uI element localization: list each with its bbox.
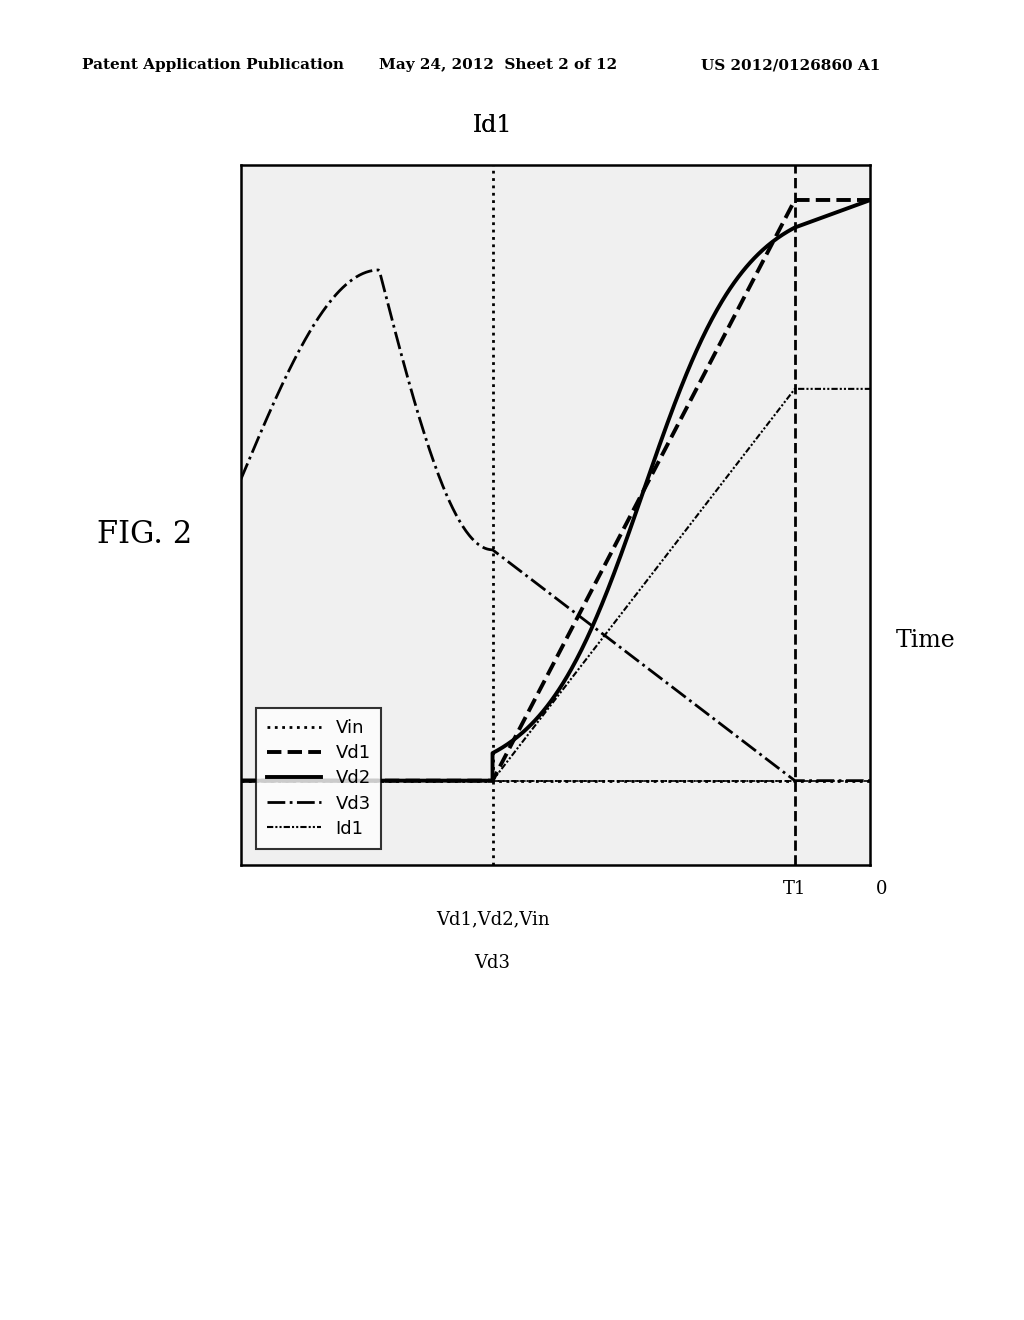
- Id1: [764, 413, 776, 429]
- Text: Id1: Id1: [473, 114, 512, 137]
- Text: May 24, 2012  Sheet 2 of 12: May 24, 2012 Sheet 2 of 12: [379, 58, 617, 73]
- Vd3: [374, 263, 386, 279]
- Vd1: [717, 329, 729, 345]
- Text: Patent Application Publication: Patent Application Publication: [82, 58, 344, 73]
- Id1: [566, 669, 579, 685]
- Id1: [234, 772, 247, 788]
- Vd2: [864, 191, 877, 207]
- Vd3: [396, 352, 409, 368]
- Id1: [660, 548, 673, 564]
- Id1: [761, 417, 773, 433]
- Vd2: [618, 536, 631, 552]
- Id1: [755, 425, 767, 441]
- Vd3: [234, 471, 247, 487]
- Line: Vd1: Vd1: [241, 199, 870, 780]
- Text: 0: 0: [876, 880, 887, 899]
- Text: FIG. 2: FIG. 2: [97, 519, 193, 550]
- Vd2: [234, 772, 247, 788]
- Vd1: [234, 772, 247, 788]
- Text: Time: Time: [896, 630, 955, 652]
- Vd1: [520, 709, 532, 725]
- Vd1: [496, 755, 508, 771]
- Vd3: [788, 772, 801, 788]
- Id1: [770, 405, 782, 421]
- Vd2: [608, 564, 621, 579]
- Vd2: [532, 708, 545, 723]
- Vd1: [788, 191, 801, 207]
- Text: US 2012/0126860 A1: US 2012/0126860 A1: [701, 58, 881, 73]
- Vd1: [864, 191, 877, 207]
- Text: Vd1,Vd2,Vin: Vd1,Vd2,Vin: [436, 911, 549, 929]
- Line: Id1: Id1: [241, 389, 870, 780]
- Text: T1: T1: [783, 880, 807, 899]
- Vd2: [586, 620, 598, 636]
- Legend: Vin, Vd1, Vd2, Vd3, Id1: Vin, Vd1, Vd2, Vd3, Id1: [256, 708, 382, 849]
- Vd1: [500, 747, 512, 763]
- Vd1: [675, 411, 687, 426]
- Id1: [788, 381, 801, 397]
- Vd3: [372, 263, 384, 279]
- Id1: [864, 381, 877, 397]
- Line: Vd2: Vd2: [241, 199, 870, 780]
- Vd3: [593, 623, 605, 639]
- Text: Vd3: Vd3: [474, 954, 511, 973]
- Vd3: [864, 772, 877, 788]
- Vd2: [502, 737, 514, 752]
- Text: Id1: Id1: [473, 114, 512, 137]
- Vd3: [437, 480, 450, 496]
- Vd1: [567, 618, 580, 634]
- Vd2: [777, 226, 790, 242]
- Line: Vd3: Vd3: [241, 271, 870, 780]
- Vd3: [600, 628, 612, 644]
- Vd3: [695, 701, 708, 717]
